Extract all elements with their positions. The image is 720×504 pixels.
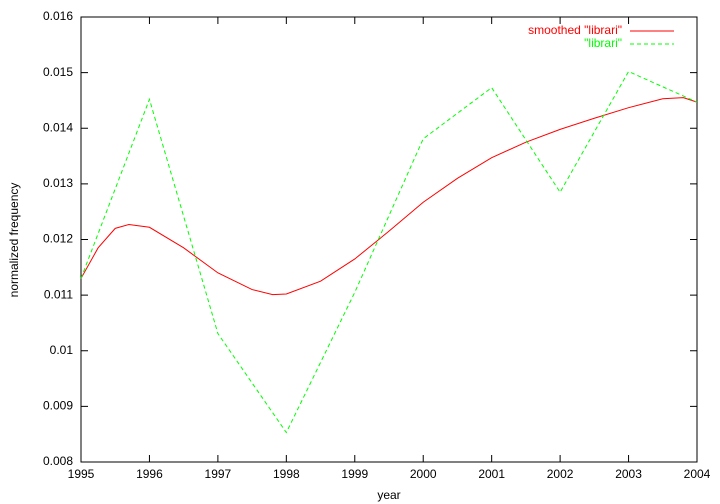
x-tick-label: 2002 [547, 467, 574, 481]
x-tick-label: 2003 [615, 467, 642, 481]
series-line [80, 70, 698, 434]
y-axis-label: normalized frequency [7, 183, 21, 298]
y-tick-label: 0.009 [43, 399, 73, 413]
x-tick-label: 2004 [684, 467, 711, 481]
x-tick-label: 1997 [205, 467, 232, 481]
y-tick-label: 0.016 [43, 9, 73, 23]
x-tick-label: 2000 [410, 467, 437, 481]
legend-label: smoothed "librari" [528, 23, 622, 37]
y-tick-label: 0.014 [43, 120, 73, 134]
series-line [80, 97, 698, 296]
x-tick-label: 1995 [68, 467, 95, 481]
y-tick-label: 0.015 [43, 65, 73, 79]
y-tick-label: 0.008 [43, 454, 73, 468]
x-axis-label: year [377, 488, 400, 502]
y-tick-label: 0.01 [50, 343, 74, 357]
y-tick-label: 0.012 [43, 232, 73, 246]
x-tick-label: 2001 [478, 467, 505, 481]
x-tick-label: 1999 [341, 467, 368, 481]
y-tick-label: 0.011 [44, 287, 73, 301]
x-tick-label: 1996 [136, 467, 163, 481]
x-tick-label: 1998 [273, 467, 300, 481]
y-tick-label: 0.013 [43, 176, 73, 190]
plot-border [80, 16, 698, 463]
legend-label: "librari" [584, 36, 622, 50]
